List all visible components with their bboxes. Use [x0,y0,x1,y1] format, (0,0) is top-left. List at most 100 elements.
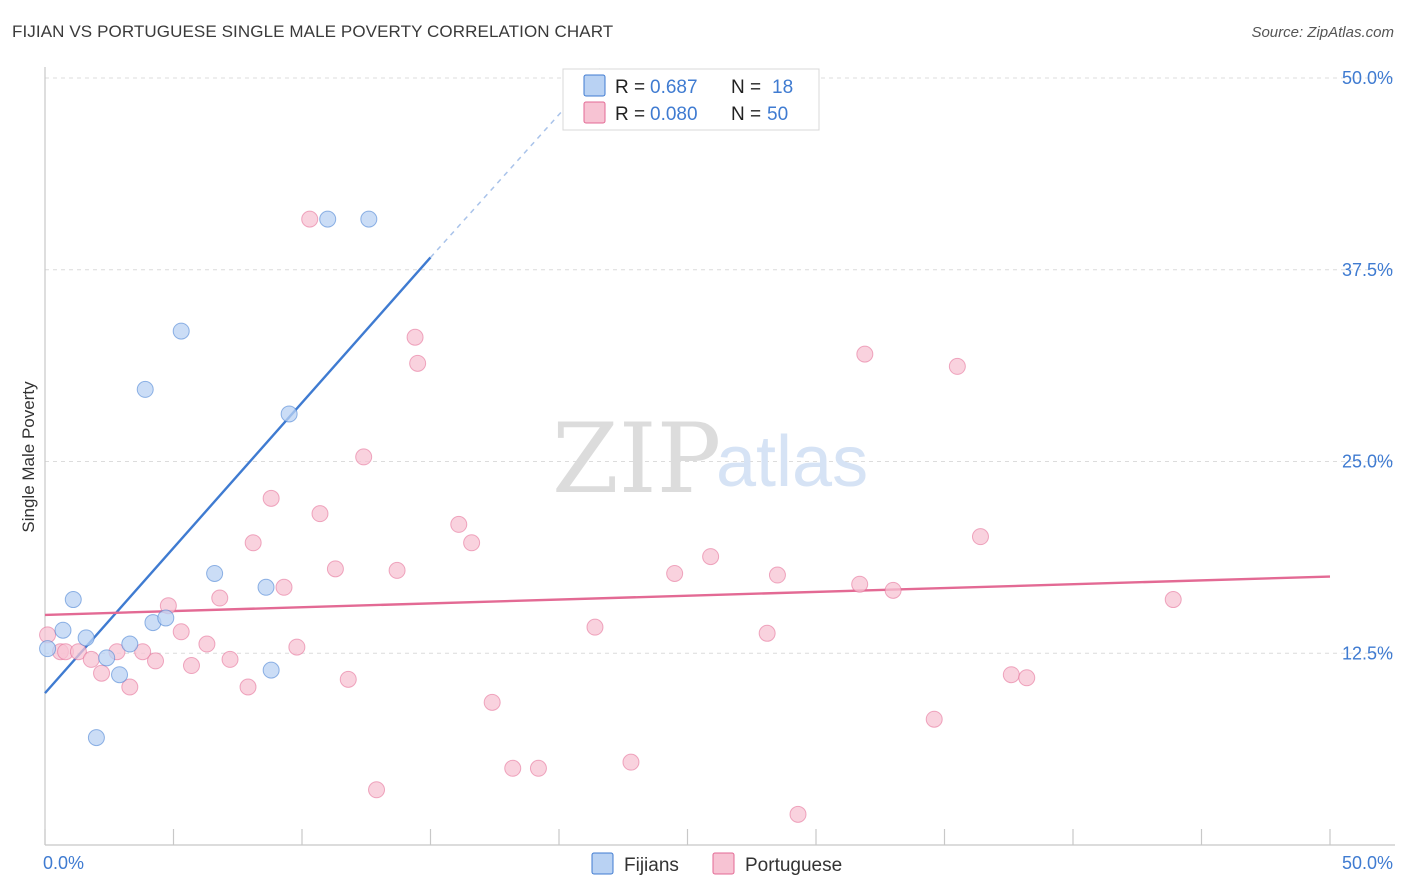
legend-n-value-fijians: 18 [772,77,793,98]
point-portuguese [121,678,139,696]
bottom-legend-label-portuguese: Portuguese [745,855,842,876]
point-portuguese [388,561,406,579]
point-portuguese [851,575,869,593]
source-credit: Source: ZipAtlas.com [1251,24,1394,41]
point-portuguese [529,759,547,777]
point-fijian [257,578,275,596]
point-portuguese [355,448,373,466]
point-fijian [157,609,175,627]
point-portuguese [1164,591,1182,609]
point-fijian [77,629,95,647]
point-portuguese [622,753,640,771]
trend-line-fijian [44,256,432,694]
grid-layer [45,77,1395,654]
point-portuguese [93,664,111,682]
point-portuguese [134,643,152,661]
legend-r-label-fijians: R = [615,77,645,98]
point-fijian [319,210,337,228]
point-portuguese [450,515,468,533]
point-portuguese [884,581,902,599]
point-portuguese [1002,666,1020,684]
point-fijian [262,661,280,679]
point-portuguese [82,650,100,668]
point-portuguese [198,635,216,653]
bottom-legend-label-fijians: Fijians [624,855,679,876]
point-portuguese [69,643,87,661]
point-fijian [39,640,57,658]
legend-box [562,68,820,131]
trend-layer [44,68,1331,694]
point-fijian [64,591,82,609]
point-portuguese [504,759,522,777]
point-portuguese [768,566,786,584]
point-portuguese [702,548,720,566]
bottom-legend-swatch-portuguese [712,852,735,875]
legend-n-label-fijians: N = [731,77,761,98]
y-tick-label: 12.5% [1342,643,1393,663]
point-portuguese [172,623,190,641]
point-fijian [136,380,154,398]
point-portuguese [311,505,329,523]
point-fijian [280,405,298,423]
point-portuguese [789,805,807,823]
point-portuguese [406,328,424,346]
point-fijian [111,666,129,684]
point-fijian [360,210,378,228]
point-fijian [172,322,190,340]
point-portuguese [239,678,257,696]
bottom-legend-swatch-fijians [591,852,614,875]
x-tick-label-min: 0.0% [43,853,84,873]
point-fijian [54,621,72,639]
point-fijian [121,635,139,653]
points-layer [39,210,1182,823]
point-portuguese [948,357,966,375]
y-axis-title: Single Male Poverty [19,381,38,533]
point-portuguese [1018,669,1036,687]
point-portuguese [221,650,239,668]
point-portuguese [244,534,262,552]
point-portuguese [368,781,386,799]
y-tick-label: 50.0% [1342,68,1393,88]
point-portuguese [326,560,344,578]
chart-title: FIJIAN VS PORTUGUESE SINGLE MALE POVERTY… [12,22,614,41]
watermark-atlas: atlas [716,422,868,502]
point-portuguese [182,657,200,675]
bottom-legend: Fijians Portuguese [591,852,842,876]
point-portuguese [147,652,165,670]
point-fijian [98,649,116,667]
point-portuguese [275,578,293,596]
point-portuguese [856,345,874,363]
trend-line-portuguese [44,575,1331,617]
point-portuguese [758,624,776,642]
y-tick-label: 37.5% [1342,260,1393,280]
point-portuguese [463,534,481,552]
point-portuguese [925,710,943,728]
axes-layer [44,67,1395,846]
legend-r-value-fijians: 0.687 [650,77,698,98]
point-portuguese [262,489,280,507]
legend-n-value-portuguese: 50 [767,104,788,125]
legend-n-label-portuguese: N = [731,104,761,125]
point-portuguese [288,638,306,656]
point-portuguese [666,564,684,582]
watermark: ZIP atlas [552,403,868,515]
watermark-zip: ZIP [552,403,721,515]
point-portuguese [211,589,229,607]
point-portuguese [301,210,319,228]
legend-r-value-portuguese: 0.080 [650,104,698,125]
point-portuguese [971,528,989,546]
y-tick-label: 25.0% [1342,452,1393,472]
labels-layer: 12.5% 25.0% 37.5% 50.0% 0.0% 50.0% [43,68,1393,873]
point-portuguese [483,693,501,711]
point-portuguese [339,670,357,688]
legend: R = 0.687 N = 18 R = 0.080 N = 50 [562,68,820,131]
point-fijian [206,564,224,582]
point-portuguese [409,354,427,372]
point-portuguese [586,618,604,636]
x-tick-label-max: 50.0% [1342,853,1393,873]
point-fijian [87,729,105,747]
legend-r-label-portuguese: R = [615,104,645,125]
legend-swatch-fijians [583,74,606,97]
legend-swatch-portuguese [583,101,606,124]
